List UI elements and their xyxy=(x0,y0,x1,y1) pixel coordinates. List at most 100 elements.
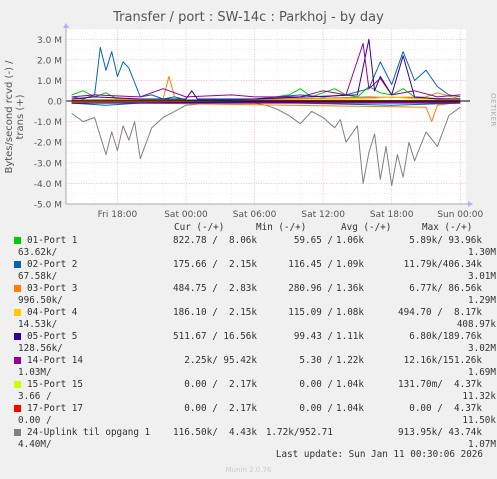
y-tick-label: -3.0 M xyxy=(34,159,62,169)
legend-name: 02-Port 2 xyxy=(27,259,78,270)
legend-max: 12.16k/151.26k xyxy=(403,355,482,366)
series-line-out xyxy=(71,47,461,101)
legend-swatch xyxy=(14,309,21,316)
legend-avg: 1.06k xyxy=(336,235,364,246)
y-axis-arrow xyxy=(63,23,69,28)
legend-avg: 1.09k xyxy=(336,259,364,270)
legend-row: 14-Port 14 2.25k/ 95.42k 5.30 /1.22k 12.16k… xyxy=(14,355,496,379)
series-line-in xyxy=(71,102,461,186)
x-tick-label: Fri 18:00 xyxy=(98,210,138,220)
legend-cur: 0.00 / 2.17k xyxy=(184,379,257,390)
legend-name: 03-Port 3 xyxy=(27,283,78,294)
y-tick-label: -4.0 M xyxy=(34,180,62,190)
legend-min: 59.65 / xyxy=(293,235,333,246)
legend-max: 11.79k/406.34k xyxy=(403,259,482,270)
legend-min: 5.30 / xyxy=(299,355,333,366)
header-cur: Cur (-/+) xyxy=(174,222,225,233)
legend-avg: 1.22k xyxy=(336,355,364,366)
legend-min: 116.45 / xyxy=(288,259,333,270)
legend-min: 115.09 / xyxy=(288,307,333,318)
legend-max-wrap: 1.30M xyxy=(468,247,496,258)
header-min: Min (-/+) xyxy=(256,222,307,233)
legend-avg: 1.08k xyxy=(336,307,364,318)
legend-cur-wrap: 0.00 / xyxy=(18,415,52,426)
legend-max-wrap: 3.01M xyxy=(468,271,496,282)
legend-avg: 1.04k xyxy=(336,403,364,414)
legend-name: 17-Port 17 xyxy=(27,403,83,414)
legend-cur-wrap: 1.03M/ xyxy=(18,367,52,378)
legend-max-wrap: 3.02M xyxy=(468,343,496,354)
legend-cur-wrap: 3.66 / xyxy=(18,391,52,402)
legend-min: 0.00 / xyxy=(299,403,333,414)
chart-title: Transfer / port : SW-14c : Parkhoj - by … xyxy=(113,10,384,25)
legend-min: 0.00 / xyxy=(299,379,333,390)
legend-name: 15-Port 15 xyxy=(27,379,83,390)
legend-max: 6.77k/ 86.56k xyxy=(409,283,482,294)
series-line-out xyxy=(71,42,461,98)
plot-background xyxy=(66,29,466,204)
munin-version: Munin 2.0.76 xyxy=(225,466,272,474)
x-axis-arrow xyxy=(468,201,473,207)
series-line-out xyxy=(71,38,461,100)
last-update: Last update: Sun Jan 11 00:30:06 2026 xyxy=(275,449,483,460)
x-tick-label: Sat 18:00 xyxy=(370,210,414,220)
legend-max-wrap: 1.69M xyxy=(468,367,496,378)
x-tick-labels: Fri 18:00 Sat 00:00 Sat 06:00 Sat 12:00 Sat … xyxy=(98,210,484,220)
legend-min: 280.96 / xyxy=(288,283,333,294)
rrdtool-credit: RRDTOOL / TOBI OETIKER xyxy=(489,93,497,127)
y-tick-label: -5.0 M xyxy=(34,201,62,211)
x-tick-label: Sat 00:00 xyxy=(164,210,208,220)
x-tick-label: Sat 12:00 xyxy=(301,210,345,220)
axes xyxy=(63,23,473,207)
y-tick-label: -1.0 M xyxy=(34,118,62,128)
legend-cur-wrap: 996.50k/ xyxy=(18,295,63,306)
y-tick-labels: 3.0 M 2.0 M 1.0 M 0.0 -1.0 M -2.0 M -3.0 M -4.0… xyxy=(34,36,62,211)
legend-swatch xyxy=(14,429,21,436)
legend-avg: 1.04k xyxy=(336,379,364,390)
y-tick-label: -2.0 M xyxy=(34,139,62,149)
legend-name: 24-Uplink til opgang 1 xyxy=(27,427,151,438)
legend-row: 04-Port 4 186.10 / 2.15k 115.09 /1.08k 494.… xyxy=(14,307,496,331)
legend-swatch xyxy=(14,381,21,388)
x-tick-label: Sat 06:00 xyxy=(233,210,277,220)
y-tick-label: 2.0 M xyxy=(37,56,62,66)
legend-name: 01-Port 1 xyxy=(27,235,78,246)
legend-row: 15-Port 15 0.00 / 2.17k 0.00 /1.04k 131.70m… xyxy=(14,379,496,403)
legend-swatch xyxy=(14,405,21,412)
legend-cur: 484.75 / 2.83k xyxy=(173,283,257,294)
legend-cur-wrap: 128.56k/ xyxy=(18,343,63,354)
legend-max-wrap: 1.07M xyxy=(468,439,496,450)
header-max: Max (-/+) xyxy=(422,222,473,233)
legend-cur: 822.78 / 8.06k xyxy=(173,235,257,246)
y-tick-label: 3.0 M xyxy=(37,36,62,46)
legend-name: 05-Port 5 xyxy=(27,331,78,342)
legend-cur: 511.67 / 16.56k xyxy=(173,331,257,342)
header-avg: Avg (-/+) xyxy=(341,222,392,233)
legend-swatch xyxy=(14,285,21,292)
legend-swatch xyxy=(14,237,21,244)
legend-row: 01-Port 1 822.78 / 8.06k 59.65 /1.06k 5.89k… xyxy=(14,235,496,259)
legend-max: 494.70 / 8.17k xyxy=(398,307,482,318)
legend-row: 05-Port 5 511.67 / 16.56k 99.43 /1.11k 6.80… xyxy=(14,331,496,355)
legend-cur-wrap: 4.40M/ xyxy=(18,439,52,450)
legend-row: 03-Port 3 484.75 / 2.83k 280.96 /1.36k 6.77… xyxy=(14,283,496,307)
legend-row: 17-Port 17 0.00 / 2.17k 0.00 /1.04k 0.00 / … xyxy=(14,403,496,427)
legend-cur: 116.50k/ 4.43k xyxy=(173,427,257,438)
legend-max-wrap: 11.50k xyxy=(462,415,496,426)
series-line-in xyxy=(71,101,461,123)
legend-cur: 2.25k/ 95.42k xyxy=(184,355,257,366)
legend-min: 1.72k/952.71 xyxy=(265,427,333,438)
series-line-in xyxy=(71,101,461,104)
legend-swatch xyxy=(14,333,21,340)
legend-max: 5.89k/ 93.96k xyxy=(409,235,482,246)
legend-cur-wrap: 63.62k/ xyxy=(18,247,58,258)
legend-max: 6.80k/189.76k xyxy=(409,331,482,342)
legend-cur: 175.66 / 2.15k xyxy=(173,259,257,270)
y-tick-label: 0.0 xyxy=(48,98,63,108)
legend-min: 99.43 / xyxy=(293,331,333,342)
legend-row: 24-Uplink til opgang 1 116.50k/ 4.43k 1.72… xyxy=(14,427,496,451)
legend-name: 14-Port 14 xyxy=(27,355,83,366)
legend-max: 0.00 / 4.37k xyxy=(409,403,482,414)
legend-swatch xyxy=(14,261,21,268)
